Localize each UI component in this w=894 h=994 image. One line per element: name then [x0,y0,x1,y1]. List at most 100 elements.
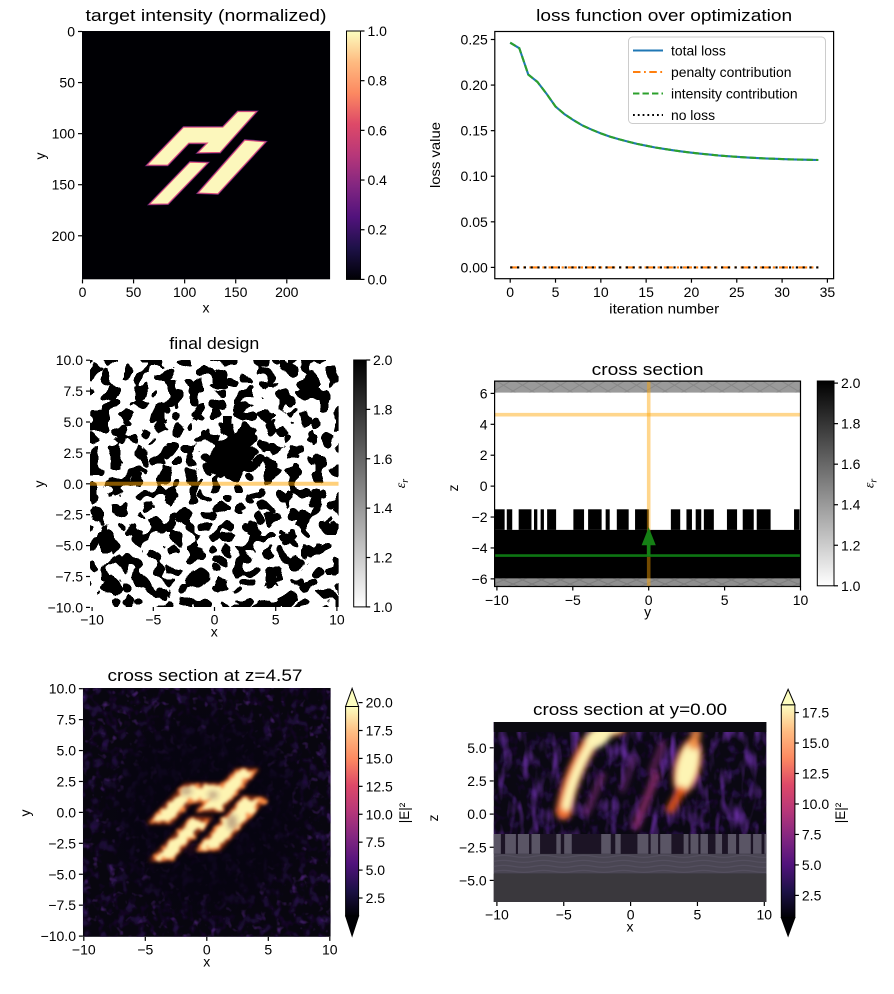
svg-text:25: 25 [729,284,745,300]
svg-text:0.4: 0.4 [368,172,388,188]
svg-text:50: 50 [126,284,142,300]
svg-text:0.15: 0.15 [461,123,488,139]
svg-text:17.5: 17.5 [366,723,393,739]
svg-text:10.0: 10.0 [802,796,829,812]
svg-text:200: 200 [275,284,299,300]
svg-text:1.4: 1.4 [841,497,861,513]
svg-text:1.8: 1.8 [373,401,393,417]
svg-text:12.5: 12.5 [366,778,393,794]
svg-text:10: 10 [322,942,338,958]
svg-text:cross section at z=4.57: cross section at z=4.57 [108,667,303,685]
svg-text:50: 50 [59,75,75,91]
svg-text:no loss: no loss [671,107,715,123]
svg-text:10: 10 [593,284,609,300]
svg-text:−5.0: −5.0 [48,866,76,882]
svg-text:10: 10 [793,592,809,608]
svg-text:200: 200 [52,228,76,244]
svg-text:2.5: 2.5 [57,773,77,789]
svg-text:0.2: 0.2 [368,222,388,238]
svg-text:7.5: 7.5 [366,834,386,850]
svg-text:0.10: 0.10 [461,168,488,184]
svg-text:0.0: 0.0 [467,806,487,822]
svg-text:−10: −10 [80,612,104,628]
svg-text:intensity contribution: intensity contribution [671,85,798,101]
svg-text:−2: −2 [472,509,488,525]
svg-text:x: x [627,919,634,935]
svg-text:5: 5 [272,612,280,628]
svg-text:0: 0 [506,284,514,300]
svg-text:30: 30 [774,284,790,300]
svg-text:5.0: 5.0 [467,740,487,756]
svg-text:x: x [203,300,210,316]
svg-text:0: 0 [211,612,219,628]
svg-text:2.5: 2.5 [64,445,84,461]
svg-text:100: 100 [52,126,76,142]
svg-text:2.5: 2.5 [366,890,386,906]
svg-text:2.0: 2.0 [373,352,393,368]
svg-text:5.0: 5.0 [57,743,77,759]
svg-text:−7.5: −7.5 [55,569,83,585]
svg-text:5.0: 5.0 [802,857,822,873]
svg-text:−7.5: −7.5 [48,897,76,913]
svg-text:cross section: cross section [592,361,704,379]
svg-text:x: x [211,624,218,640]
svg-text:εr: εr [394,479,411,489]
svg-text:100: 100 [173,284,197,300]
svg-text:5: 5 [264,942,272,958]
svg-text:1.4: 1.4 [373,500,393,516]
svg-text:iteration number: iteration number [609,301,719,317]
svg-text:17.5: 17.5 [802,705,829,721]
svg-text:0: 0 [203,942,211,958]
svg-text:y: y [17,810,33,817]
svg-text:−4: −4 [472,540,488,556]
svg-text:7.5: 7.5 [57,712,77,728]
svg-text:5: 5 [552,284,560,300]
svg-text:150: 150 [224,284,248,300]
svg-text:0.0: 0.0 [64,476,84,492]
svg-text:−2.5: −2.5 [48,835,76,851]
svg-text:−5: −5 [145,612,161,628]
svg-text:0.25: 0.25 [461,32,488,48]
svg-text:0: 0 [67,24,75,40]
svg-text:−5.0: −5.0 [459,872,487,888]
svg-text:0.0: 0.0 [368,271,388,287]
svg-text:−5: −5 [137,942,153,958]
svg-text:−2.5: −2.5 [55,507,83,523]
svg-text:12.5: 12.5 [802,766,829,782]
svg-text:35: 35 [820,284,836,300]
svg-text:5.0: 5.0 [64,414,84,430]
svg-text:1.0: 1.0 [368,23,388,39]
svg-text:|E|²: |E|² [833,802,848,823]
svg-text:10.0: 10.0 [366,806,393,822]
svg-text:0: 0 [645,592,653,608]
svg-text:5.0: 5.0 [366,862,386,878]
svg-text:y: y [644,604,651,620]
svg-text:1.8: 1.8 [841,416,861,432]
svg-text:−10: −10 [72,942,96,958]
svg-text:20: 20 [684,284,700,300]
svg-text:penalty contribution: penalty contribution [671,64,791,80]
svg-text:15.0: 15.0 [366,750,393,766]
svg-text:1.6: 1.6 [841,456,861,472]
svg-text:10.0: 10.0 [49,681,76,697]
svg-text:0.05: 0.05 [461,214,488,230]
svg-text:2.5: 2.5 [802,887,822,903]
svg-text:total loss: total loss [671,42,726,58]
svg-text:1.6: 1.6 [373,451,393,467]
svg-text:0.0: 0.0 [57,804,77,820]
svg-text:1.2: 1.2 [841,537,861,553]
svg-text:15.0: 15.0 [802,735,829,751]
svg-text:z: z [425,815,441,822]
svg-text:2.0: 2.0 [841,375,861,391]
svg-text:y: y [32,153,48,160]
svg-text:10: 10 [329,612,345,628]
svg-text:5: 5 [721,592,729,608]
svg-text:7.5: 7.5 [64,383,84,399]
svg-text:7.5: 7.5 [802,826,822,842]
svg-text:10.0: 10.0 [56,352,83,368]
svg-text:20.0: 20.0 [366,695,393,711]
svg-text:−10: −10 [485,907,509,923]
svg-text:−10: −10 [485,592,509,608]
svg-text:0.6: 0.6 [368,122,388,138]
svg-text:0.8: 0.8 [368,73,388,89]
